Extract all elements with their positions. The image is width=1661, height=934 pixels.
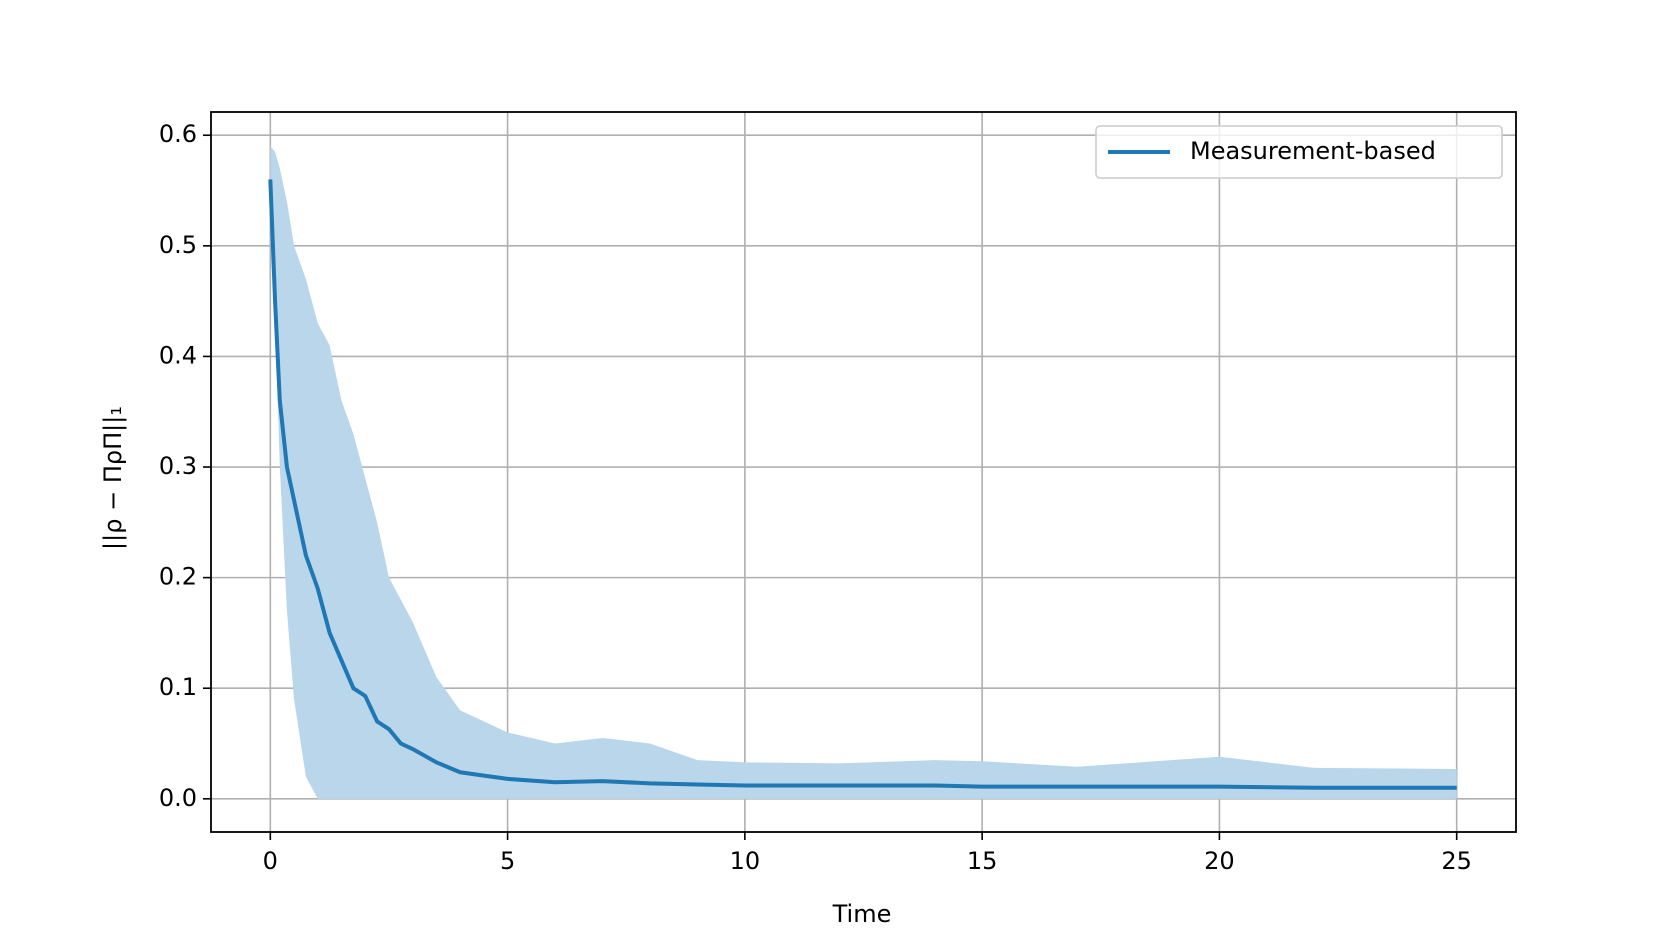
y-tick-label: 0.6 — [159, 120, 197, 148]
y-axis-label: ||ρ − ΠρΠ||₁ — [99, 406, 127, 550]
x-tick-label: 5 — [500, 847, 515, 875]
legend-box — [1095, 125, 1503, 179]
y-tick-label: 0.1 — [159, 673, 197, 701]
x-tick-label: 10 — [730, 847, 761, 875]
y-tick-label: 0.2 — [159, 563, 197, 591]
x-tick-label: 20 — [1204, 847, 1235, 875]
band — [270, 146, 1457, 799]
x-tick-label: 25 — [1441, 847, 1472, 875]
y-tick-label: 0.4 — [159, 341, 197, 369]
x-tick-label: 15 — [967, 847, 998, 875]
legend-label: Measurement-based — [1190, 137, 1436, 165]
x-axis-label: Time — [832, 900, 892, 928]
y-tick-label: 0.5 — [159, 231, 197, 259]
line — [268, 179, 1457, 790]
y-tick-label: 0.3 — [159, 452, 197, 480]
x-tick-label: 0 — [263, 847, 278, 875]
plot-frame — [210, 111, 1517, 833]
y-tick-label: 0.0 — [159, 784, 197, 812]
